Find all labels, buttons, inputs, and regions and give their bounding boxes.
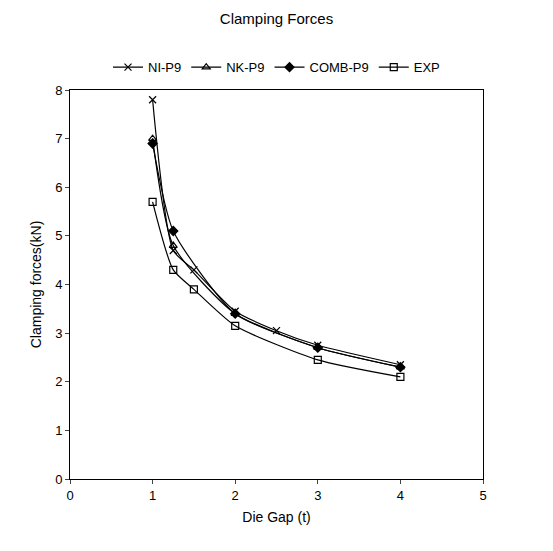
svg-text:2: 2 bbox=[232, 488, 239, 503]
svg-text:COMB-P9: COMB-P9 bbox=[310, 60, 369, 75]
svg-text:5: 5 bbox=[479, 488, 486, 503]
svg-text:2: 2 bbox=[55, 374, 62, 389]
svg-text:0: 0 bbox=[66, 488, 73, 503]
svg-text:5: 5 bbox=[55, 228, 62, 243]
svg-text:NK-P9: NK-P9 bbox=[226, 60, 264, 75]
svg-text:0: 0 bbox=[55, 472, 62, 487]
svg-text:NI-P9: NI-P9 bbox=[148, 60, 181, 75]
svg-text:7: 7 bbox=[55, 131, 62, 146]
svg-text:6: 6 bbox=[55, 180, 62, 195]
svg-text:3: 3 bbox=[314, 488, 321, 503]
svg-text:EXP: EXP bbox=[414, 60, 440, 75]
svg-text:1: 1 bbox=[55, 423, 62, 438]
svg-text:4: 4 bbox=[55, 277, 62, 292]
svg-text:8: 8 bbox=[55, 83, 62, 98]
svg-text:3: 3 bbox=[55, 326, 62, 341]
svg-text:Clamping Forces: Clamping Forces bbox=[220, 10, 333, 27]
svg-text:Die Gap (t): Die Gap (t) bbox=[242, 509, 310, 525]
svg-text:4: 4 bbox=[397, 488, 404, 503]
svg-text:Clamping forces(kN): Clamping forces(kN) bbox=[28, 221, 44, 349]
svg-text:1: 1 bbox=[149, 488, 156, 503]
